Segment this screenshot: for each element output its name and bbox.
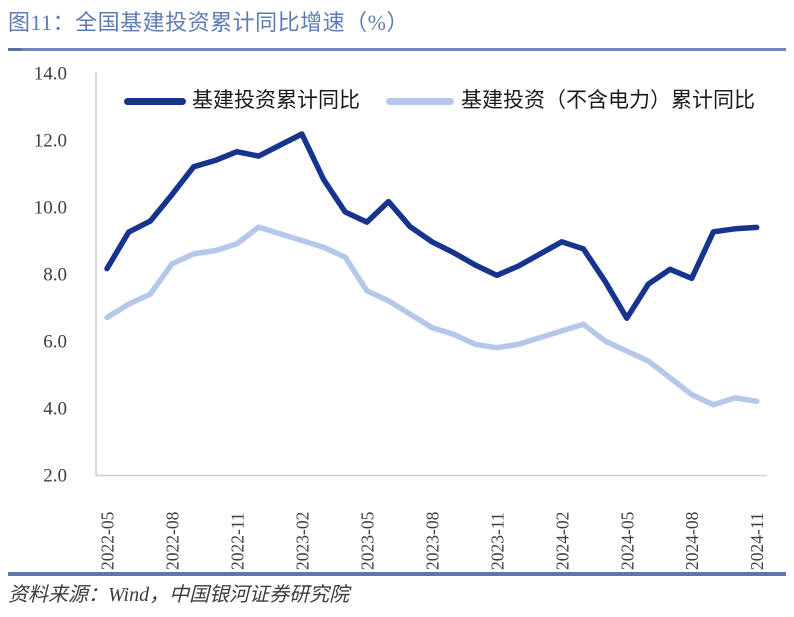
legend-label-ex-power-series: 基建投资（不含电力）累计同比 xyxy=(461,88,755,112)
x-tick-label: 2022-08 xyxy=(162,511,182,570)
y-tick-label: 6.0 xyxy=(43,332,67,353)
x-tick-label: 2022-05 xyxy=(98,511,118,570)
x-tick-label: 2024-05 xyxy=(617,511,637,570)
footer-divider xyxy=(8,572,786,576)
x-tick-label: 2024-02 xyxy=(552,512,572,570)
x-tick-label: 2022-11 xyxy=(227,512,247,570)
y-tick-label: 12.0 xyxy=(34,131,67,152)
series-line-ex-power xyxy=(104,224,760,408)
title-divider xyxy=(8,48,786,51)
series-line-total xyxy=(104,131,760,321)
legend-label-total-series: 基建投资累计同比 xyxy=(192,88,360,112)
x-tick-label: 2024-11 xyxy=(747,512,767,570)
y-tick-label: 10.0 xyxy=(34,198,67,219)
legend-swatch-ex-power-series xyxy=(386,98,454,105)
y-tick-label: 4.0 xyxy=(43,399,67,420)
x-tick-label: 2024-08 xyxy=(682,511,702,570)
legend-swatch-total-series xyxy=(124,98,186,105)
x-tick-label: 2023-02 xyxy=(292,512,312,570)
figure-title: 图11：全国基建投资累计同比增速（%） xyxy=(8,10,410,35)
y-tick-label: 8.0 xyxy=(43,265,67,286)
x-tick-label: 2023-08 xyxy=(422,511,442,570)
y-tick-label: 14.0 xyxy=(34,64,67,85)
y-tick-label: 2.0 xyxy=(43,466,67,487)
title-divider-cap xyxy=(8,48,22,51)
x-tick-label: 2023-11 xyxy=(487,512,507,570)
source-note: 资料来源：Wind，中国银河证券研究院 xyxy=(8,584,350,606)
x-tick-label: 2023-05 xyxy=(357,511,377,570)
